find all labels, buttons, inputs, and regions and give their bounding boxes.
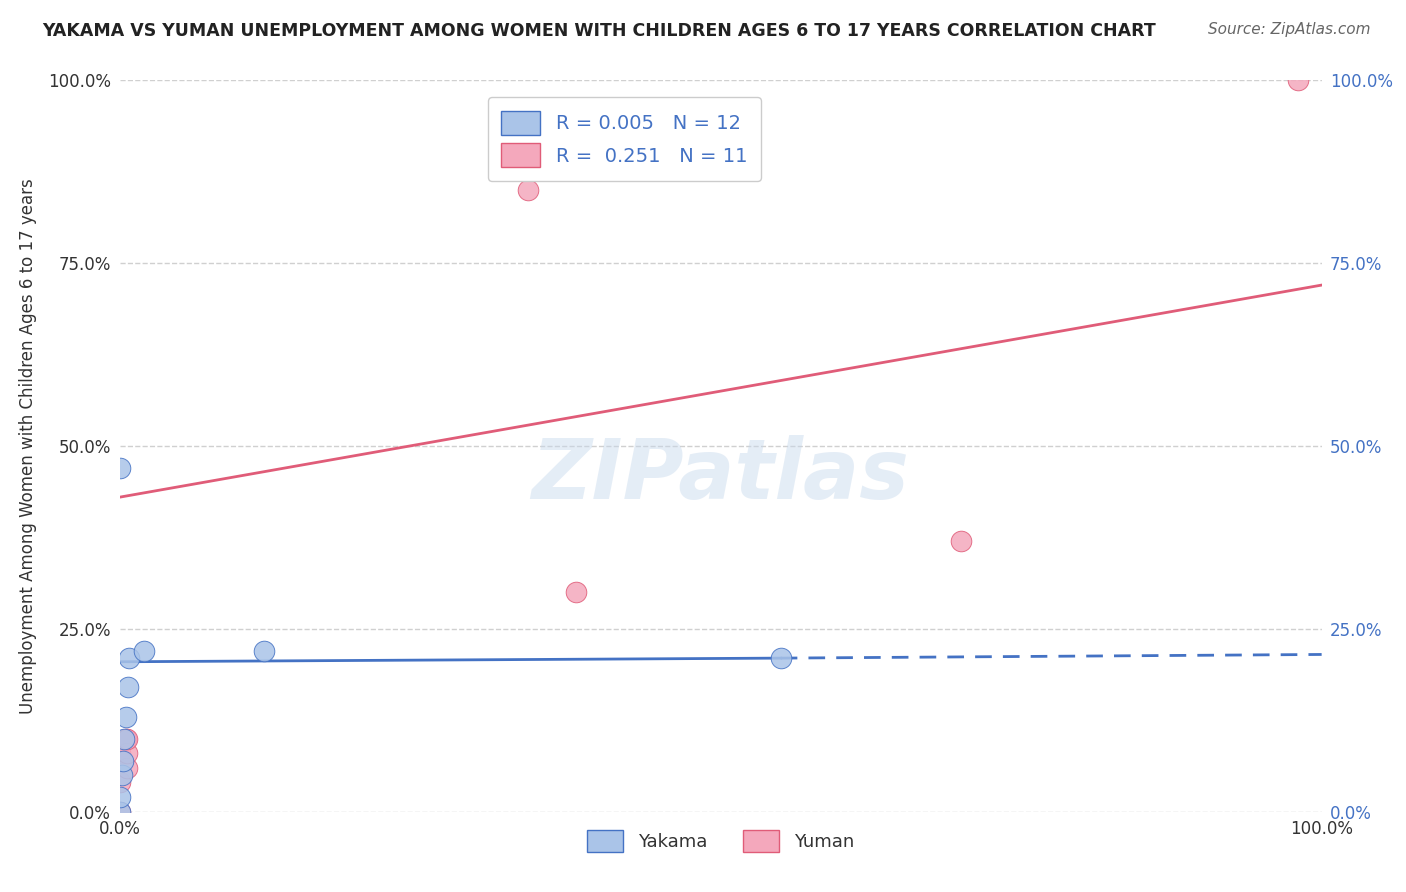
- Point: [115, 761, 138, 775]
- Y-axis label: Unemployment Among Women with Children Ages 6 to 17 years: Unemployment Among Women with Children A…: [20, 178, 37, 714]
- Point: [112, 731, 135, 746]
- Point: [132, 644, 155, 658]
- Text: ZIPatlas: ZIPatlas: [531, 434, 910, 516]
- Text: Source: ZipAtlas.com: Source: ZipAtlas.com: [1208, 22, 1371, 37]
- Point: [115, 746, 138, 760]
- Point: [108, 805, 131, 819]
- Text: YAKAMA VS YUMAN UNEMPLOYMENT AMONG WOMEN WITH CHILDREN AGES 6 TO 17 YEARS CORREL: YAKAMA VS YUMAN UNEMPLOYMENT AMONG WOMEN…: [42, 22, 1156, 40]
- Point: [108, 790, 131, 805]
- Legend: Yakama, Yuman: Yakama, Yuman: [575, 818, 866, 865]
- Point: [114, 709, 136, 723]
- Point: [112, 754, 135, 768]
- Point: [117, 681, 139, 695]
- Point: [118, 651, 141, 665]
- Point: [108, 775, 131, 789]
- Point: [1286, 73, 1309, 87]
- Point: [949, 534, 972, 549]
- Point: [517, 183, 540, 197]
- Point: [114, 731, 136, 746]
- Point: [115, 731, 138, 746]
- Point: [111, 768, 134, 782]
- Point: [565, 585, 588, 599]
- Point: [108, 746, 131, 760]
- Point: [108, 461, 131, 475]
- Point: [769, 651, 792, 665]
- Point: [108, 805, 131, 819]
- Point: [253, 644, 276, 658]
